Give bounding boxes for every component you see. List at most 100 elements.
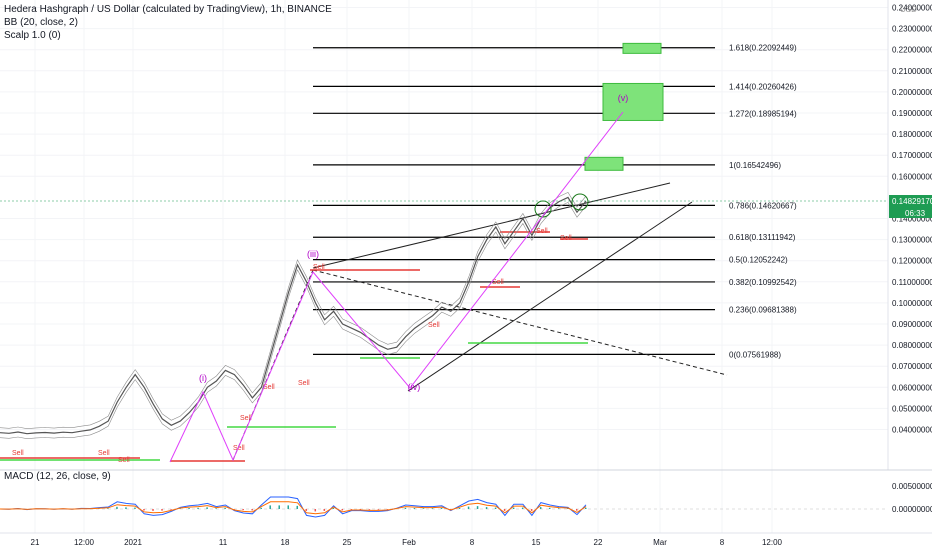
indicator-bb[interactable]: BB (20, close, 2) <box>4 17 78 28</box>
macd-histogram-bar <box>224 507 226 509</box>
sell-marker: Sell <box>98 450 110 457</box>
macd-tick-label: 0.00000000 <box>892 505 932 514</box>
sell-markers: Sell Sell Sell Sell Sell Sell Sell Sell Sell Sell… <box>12 228 572 464</box>
wave-label: (iv) <box>408 382 421 392</box>
current-price-label: 0.14829170 <box>892 197 932 206</box>
trend-lines <box>0 182 728 462</box>
macd-panel: 0.00500000 0.00000000 <box>0 482 932 518</box>
target-box <box>602 82 664 121</box>
price-tick-label: 0.09000000 <box>892 320 932 329</box>
countdown-label: 06:33 <box>905 209 926 218</box>
channel-upper-line <box>312 182 671 269</box>
price-tick-label: 0.10000000 <box>892 299 932 308</box>
target-box <box>622 42 662 54</box>
time-tick-label: 8 <box>720 538 725 547</box>
macd-histogram-bar <box>107 508 109 509</box>
price-series <box>0 192 589 440</box>
price-tick-label: 0.04000000 <box>892 426 932 435</box>
channel-lower-line <box>407 201 693 392</box>
macd-histogram-bar <box>485 507 488 509</box>
macd-legend[interactable]: MACD (12, 26, close, 9) <box>4 471 111 482</box>
target-boxes <box>584 42 664 171</box>
macd-histogram-bar <box>341 509 344 511</box>
macd-histogram-bar <box>458 508 461 509</box>
macd-histogram-bar <box>323 509 326 511</box>
sell-marker: Sell <box>118 457 130 464</box>
dashed-trend-line <box>312 269 728 376</box>
price-tick-label: 0.14000000 <box>892 215 932 224</box>
wave-label: (i) <box>199 373 207 383</box>
macd-histogram-bar <box>206 507 208 509</box>
time-tick-label: 8 <box>470 538 475 547</box>
bollinger-lower <box>0 202 587 440</box>
time-tick-label: 18 <box>281 538 290 547</box>
sell-marker: Sell <box>240 415 252 422</box>
countdown-badge <box>889 207 932 219</box>
macd-signal-line <box>0 501 587 515</box>
macd-histogram-bar <box>413 508 416 509</box>
macd-histogram-bar <box>422 508 425 509</box>
macd-histogram-bar <box>332 508 335 509</box>
time-tick-label: 22 <box>594 538 603 547</box>
macd-histogram-bar <box>377 509 380 510</box>
fib-level-label: 0.236(0.09681388) <box>729 306 797 315</box>
fib-level-label: 1(0.16542496) <box>729 161 781 170</box>
price-tick-label: 0.13000000 <box>892 236 932 245</box>
price-axis: 0.24000000 0.23000000 0.22000000 0.21000000… <box>0 0 932 470</box>
fib-level-label: 1.272(0.18985194) <box>729 109 797 118</box>
price-tick-label: 0.21000000 <box>892 67 932 76</box>
macd-histogram-bar <box>530 509 533 511</box>
time-axis: 21 12:00 2021 11 18 25 Feb 8 15 22 Mar 8 12:00 <box>0 469 932 547</box>
sell-marker: Sell <box>298 380 310 387</box>
sell-marker: Sell <box>536 228 548 235</box>
macd-histogram-bar <box>512 507 515 509</box>
macd-histogram-bar <box>260 507 262 509</box>
macd-histogram-bar <box>161 509 163 511</box>
macd-histogram-bar <box>152 509 154 511</box>
price-tick-label: 0.07000000 <box>892 362 932 371</box>
macd-histogram-bar <box>188 508 190 509</box>
macd-histogram-bar <box>296 505 299 509</box>
fib-level-label: 0.382(0.10992542) <box>729 278 797 287</box>
time-tick-label: 12:00 <box>74 538 95 547</box>
macd-histogram-bar <box>368 509 371 510</box>
macd-histogram-bar <box>521 507 524 509</box>
symbol-title[interactable]: Hedera Hashgraph / US Dollar (calculated… <box>4 4 332 15</box>
time-tick-label: Feb <box>402 538 416 547</box>
fib-level-label: 0.5(0.12052242) <box>729 256 788 265</box>
price-tick-label: 0.17000000 <box>892 151 932 160</box>
macd-histogram-bar <box>314 509 317 512</box>
fib-level-label: 0.786(0.14620667) <box>729 201 797 210</box>
target-box <box>584 156 624 171</box>
macd-histogram-bar <box>440 508 443 509</box>
fib-level-label: 1.618(0.22092449) <box>729 44 797 53</box>
macd-histogram-bar <box>215 508 217 509</box>
wave-label: (iii) <box>307 249 319 259</box>
macd-histogram-bar <box>431 508 434 509</box>
dashed-trend-line <box>232 269 314 461</box>
price-line <box>0 196 587 435</box>
macd-histogram-bar <box>503 509 506 511</box>
macd-histogram-bar <box>278 505 280 509</box>
sell-marker: Sell <box>233 445 245 452</box>
indicator-scalp[interactable]: Scalp 1.0 (0) <box>4 30 61 41</box>
macd-histogram-bar <box>134 507 136 509</box>
macd-tick-label: 0.00500000 <box>892 482 932 491</box>
macd-histogram-bar <box>494 507 497 509</box>
elliott-wave-path <box>169 111 624 463</box>
bollinger-upper <box>0 192 587 430</box>
price-tick-label: 0.23000000 <box>892 25 932 34</box>
fib-level-label: 0.618(0.13111942) <box>729 233 796 242</box>
macd-histogram-bar <box>557 508 560 509</box>
macd-histogram-bar <box>197 507 199 509</box>
macd-histogram-bar <box>116 506 118 509</box>
highlight-circle <box>534 200 552 218</box>
macd-histogram-bar <box>476 506 479 509</box>
price-tick-label: 0.11000000 <box>892 278 932 287</box>
macd-histogram-bar <box>242 509 244 511</box>
highlight-circle <box>571 193 589 211</box>
currency-label: USD <box>900 5 917 14</box>
price-tick-label: 0.19000000 <box>892 109 932 118</box>
time-tick-label: Mar <box>653 538 667 547</box>
